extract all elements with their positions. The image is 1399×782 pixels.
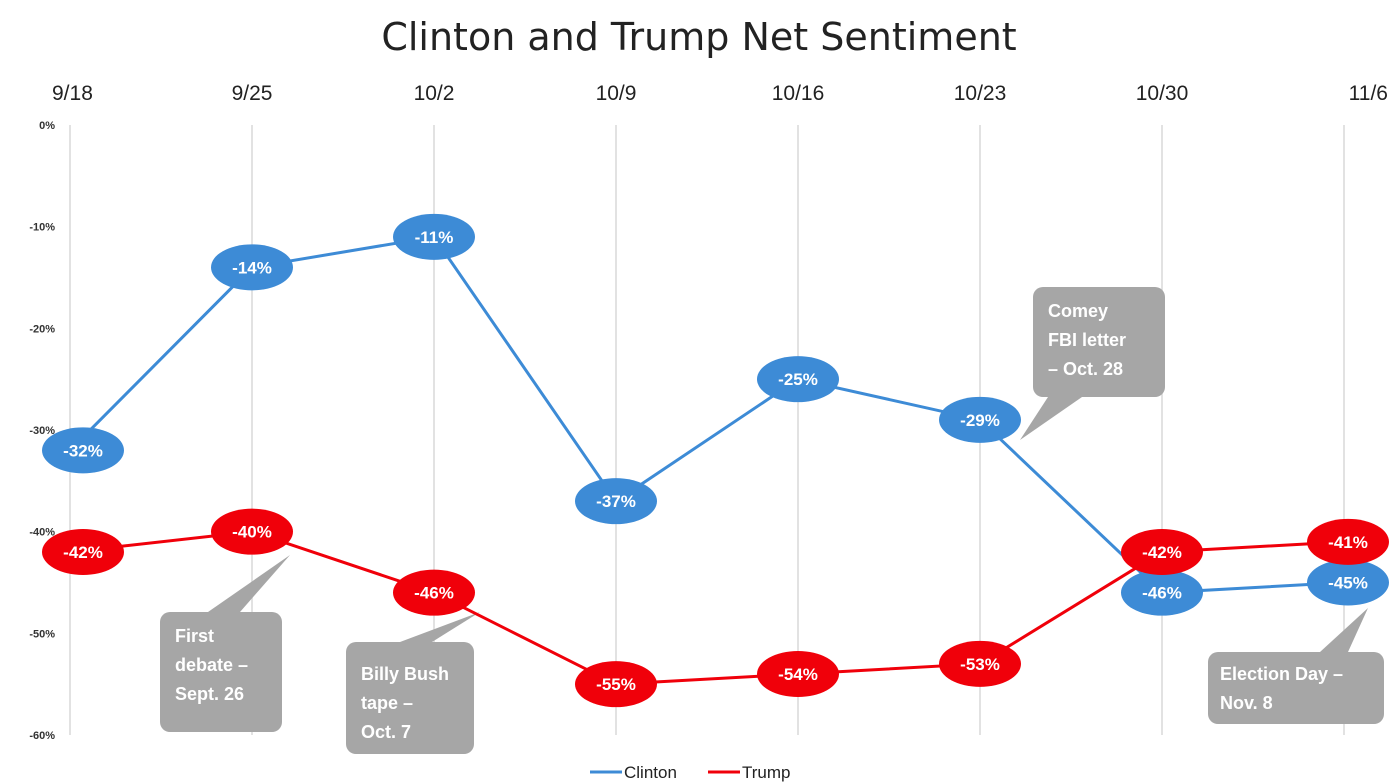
x-tick-label: 10/30 xyxy=(1136,82,1189,105)
data-marker xyxy=(1307,559,1389,606)
data-label: -46% xyxy=(414,584,454,603)
data-label: -14% xyxy=(232,258,272,277)
legend: Clinton Trump xyxy=(590,763,791,782)
data-label: -53% xyxy=(960,655,1000,674)
data-marker xyxy=(757,356,839,403)
callout-box xyxy=(1208,652,1384,724)
annotation-text: First xyxy=(175,626,214,646)
data-point-trump: -53% xyxy=(939,640,1021,687)
data-point-trump: -41% xyxy=(1307,518,1389,565)
data-point-trump: -42% xyxy=(1121,529,1203,575)
data-label: -25% xyxy=(778,370,818,389)
legend-label: Clinton xyxy=(624,763,677,782)
data-marker xyxy=(42,529,124,575)
x-tick-label: 9/18 xyxy=(52,82,93,105)
annotation-text: Oct. 7 xyxy=(361,722,411,742)
data-label: -37% xyxy=(596,492,636,511)
callout-pointer xyxy=(1320,608,1368,652)
callout-box xyxy=(346,642,474,754)
data-point-clinton: -14% xyxy=(211,244,293,291)
x-tick-label: 10/2 xyxy=(414,82,455,105)
data-marker xyxy=(575,661,657,708)
annotation-text: Sept. 26 xyxy=(175,684,244,704)
data-point-clinton: -46% xyxy=(1121,569,1203,616)
y-tick-label: -60% xyxy=(29,730,55,742)
annotation-text: Nov. 8 xyxy=(1220,693,1273,713)
data-label: -41% xyxy=(1328,533,1368,552)
data-point-trump: -55% xyxy=(575,661,657,708)
x-tick-label: 10/9 xyxy=(596,82,637,105)
data-marker xyxy=(939,640,1021,687)
data-labels: -32% -14% -11% -37% -25% -29% -46% -45% -42% -40%… xyxy=(42,213,1389,708)
annotation-text: Billy Bush xyxy=(361,664,449,684)
y-axis: 0% -10% -20% -30% -40% -50% -60% xyxy=(29,120,55,742)
data-point-clinton: -32% xyxy=(42,427,124,474)
data-label: -11% xyxy=(415,228,454,247)
data-marker xyxy=(393,213,475,260)
data-marker xyxy=(393,569,475,616)
data-marker xyxy=(1121,569,1203,616)
y-tick-label: -50% xyxy=(29,628,55,640)
data-label: -32% xyxy=(63,441,103,460)
data-label: -42% xyxy=(63,543,103,562)
callout-pointer xyxy=(208,555,290,612)
data-marker xyxy=(211,244,293,291)
data-label: -46% xyxy=(1142,584,1182,603)
data-point-clinton: -45% xyxy=(1307,559,1389,606)
annotation-callout: Election Day – Nov. 8 xyxy=(1208,608,1384,724)
y-tick-label: -30% xyxy=(29,425,55,437)
data-point-clinton: -37% xyxy=(575,478,657,525)
annotation-text: Election Day – xyxy=(1220,664,1343,684)
data-marker xyxy=(211,508,293,555)
callout-pointer xyxy=(1020,397,1082,440)
data-label: -42% xyxy=(1142,543,1182,562)
y-tick-label: -40% xyxy=(29,527,55,539)
x-tick-label: 10/16 xyxy=(772,82,825,105)
annotations: First debate – Sept. 26 Billy Bush tape – Oct… xyxy=(160,287,1384,754)
y-tick-label: 0% xyxy=(39,120,55,132)
annotation-text: tape – xyxy=(361,693,413,713)
data-point-trump: -54% xyxy=(757,651,839,697)
x-axis: 9/18 9/25 10/2 10/9 10/16 10/23 10/30 11/6 xyxy=(52,82,1388,105)
data-label: -54% xyxy=(778,665,818,684)
x-tick-label: 9/25 xyxy=(232,82,273,105)
callout-box xyxy=(160,612,282,732)
annotation-text: debate – xyxy=(175,655,248,675)
data-label: -55% xyxy=(596,675,636,694)
data-marker xyxy=(757,651,839,697)
annotation-text: – Oct. 28 xyxy=(1048,359,1123,379)
data-marker xyxy=(42,427,124,474)
data-point-clinton: -25% xyxy=(757,356,839,403)
y-tick-label: -20% xyxy=(29,323,55,335)
data-label: -45% xyxy=(1328,574,1368,593)
callout-pointer xyxy=(400,612,480,642)
data-point-trump: -46% xyxy=(393,569,475,616)
callout-box xyxy=(1033,287,1165,397)
data-point-trump: -40% xyxy=(211,508,293,555)
data-point-trump: -42% xyxy=(42,529,124,575)
annotation-callout: First debate – Sept. 26 xyxy=(160,555,290,732)
data-marker xyxy=(1121,529,1203,575)
data-label: -40% xyxy=(232,523,272,542)
data-point-clinton: -11% xyxy=(393,213,475,260)
y-tick-label: -10% xyxy=(29,222,55,234)
annotation-text: Comey xyxy=(1048,301,1108,321)
x-tick-label: 10/23 xyxy=(954,82,1007,105)
data-marker xyxy=(575,478,657,525)
x-tick-label: 11/6 xyxy=(1349,82,1388,105)
data-marker xyxy=(939,396,1021,443)
annotation-callout: Billy Bush tape – Oct. 7 xyxy=(346,612,480,754)
data-marker xyxy=(1307,518,1389,565)
legend-label: Trump xyxy=(742,763,791,782)
chart-title: Clinton and Trump Net Sentiment xyxy=(381,15,1016,59)
annotation-callout: Comey FBI letter – Oct. 28 xyxy=(1020,287,1165,440)
data-label: -29% xyxy=(960,411,1000,430)
annotation-text: FBI letter xyxy=(1048,330,1126,350)
data-point-clinton: -29% xyxy=(939,396,1021,443)
